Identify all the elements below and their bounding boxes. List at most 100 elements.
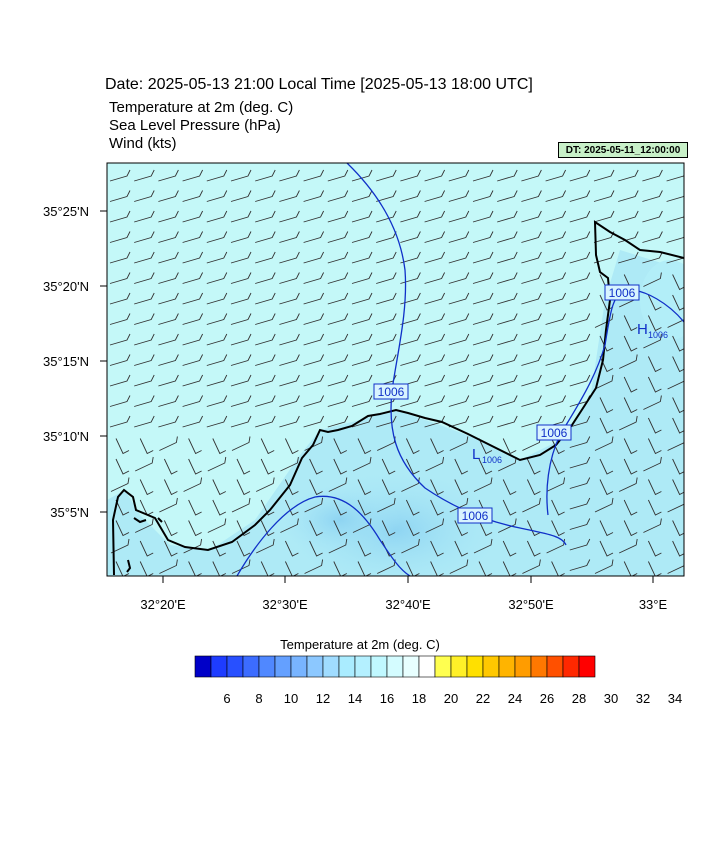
lat-tick-label: 35°15'N (43, 354, 89, 369)
lon-tick-label: 32°20'E (140, 597, 186, 612)
lat-tick-label: 35°10'N (43, 429, 89, 444)
wind-barb (472, 333, 494, 346)
wind-barb (623, 315, 638, 332)
wind-barb (424, 292, 446, 305)
wind-barb (400, 190, 421, 202)
wind-barb (351, 333, 373, 346)
colorbar-label: 16 (380, 691, 394, 706)
wind-barb (376, 251, 397, 264)
wind-barb (327, 251, 349, 264)
wind-barb (448, 231, 470, 243)
wind-barb (230, 333, 252, 346)
wind-barb (381, 520, 396, 537)
wind-barb (521, 251, 542, 264)
wind-barb (400, 395, 421, 407)
wind-barb (158, 374, 179, 387)
colorbar-label: 24 (508, 691, 522, 706)
wind-barb (255, 354, 276, 366)
wind-barb (521, 272, 542, 284)
wind-barb (376, 292, 397, 305)
wind-barb (526, 520, 541, 537)
wind-barb (643, 272, 662, 287)
colorbar-swatch (418, 655, 436, 678)
wind-barb (498, 518, 517, 533)
low-pressure-center: L 1006 (472, 446, 502, 465)
wind-barb (255, 292, 276, 305)
wind-barb (667, 319, 684, 328)
wind-barb (376, 190, 397, 202)
wind-barb (472, 415, 494, 428)
wind-barb (327, 210, 349, 223)
wind-barb (255, 169, 276, 182)
wind-barb (327, 354, 349, 366)
wind-barb (115, 520, 130, 537)
wind-barb (448, 354, 470, 366)
wind-barb (478, 438, 493, 455)
wind-barb (327, 313, 349, 325)
colorbar-swatch (274, 655, 292, 678)
wind-barb (230, 251, 252, 264)
wind-barb (159, 559, 178, 574)
wind-barb (497, 374, 518, 387)
wind-barb (309, 520, 323, 537)
wind-barb (260, 561, 275, 576)
wind-barb (303, 272, 325, 284)
wind-barb (521, 210, 542, 223)
wind-barb (109, 333, 131, 346)
wind-barb (327, 169, 349, 182)
colorbar-title: Temperature at 2m (deg. C) (280, 637, 440, 652)
wind-barb (327, 190, 349, 202)
colorbar-label: 32 (636, 691, 650, 706)
wind-barb (333, 561, 348, 576)
wind-barb (526, 479, 541, 496)
wind-barb (134, 231, 155, 243)
coastline-islet (157, 517, 163, 523)
wind-barb (255, 415, 276, 428)
wind-barb (667, 442, 684, 451)
wind-barb (284, 561, 299, 576)
wind-barb (279, 374, 300, 387)
wind-barb (236, 540, 251, 557)
wind-barb (303, 333, 325, 346)
wind-barb (212, 499, 227, 516)
wind-barb (158, 272, 179, 284)
wind-barb (231, 436, 251, 451)
wind-barb (497, 313, 518, 325)
wind-barb (279, 354, 300, 366)
wind-barb (333, 458, 348, 475)
wind-barb (594, 497, 614, 513)
wind-barb (593, 251, 615, 264)
wind-barb (182, 374, 204, 387)
wind-barb (188, 520, 202, 537)
wind-barb (351, 313, 373, 325)
wind-barb (351, 354, 373, 366)
wind-barbs (109, 169, 684, 576)
wind-barb (182, 333, 204, 346)
wind-barb (304, 497, 324, 513)
wind-barb (260, 520, 275, 537)
wind-barb (430, 479, 444, 496)
wind-barb (230, 415, 252, 428)
wind-barb (497, 272, 518, 284)
wind-barb (478, 561, 493, 576)
wind-barb (623, 335, 638, 352)
wind-barb (618, 169, 639, 182)
wind-barb (405, 458, 420, 475)
wind-barb (158, 251, 179, 264)
wind-barb (327, 374, 349, 387)
colorbar-swatch (210, 655, 228, 678)
wind-barb (472, 169, 494, 182)
wind-barb (158, 415, 179, 428)
wind-barb (376, 354, 397, 366)
wind-barb (569, 333, 591, 346)
colorbar-swatch (514, 655, 532, 678)
wind-barb (569, 251, 591, 264)
wind-barb (256, 538, 275, 554)
isobar-label: 1006 (536, 424, 572, 441)
wind-barb (328, 538, 348, 554)
wind-barb (545, 169, 567, 182)
wind-barb (521, 415, 542, 428)
wind-barb (521, 333, 542, 346)
wind-barb (206, 374, 228, 387)
colorbar-swatch (450, 655, 468, 678)
